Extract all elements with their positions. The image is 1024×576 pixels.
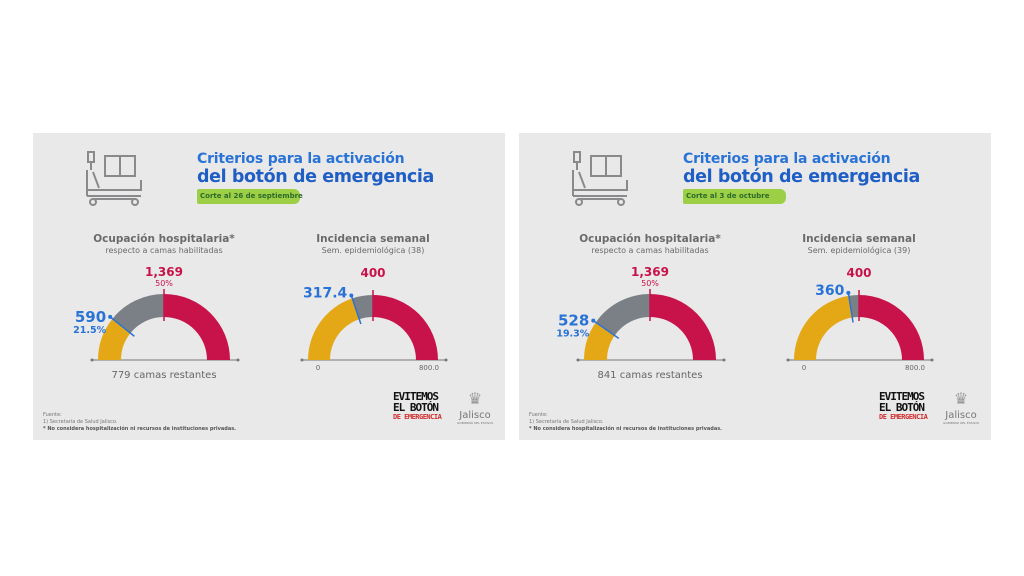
threshold-label: 1,369: [631, 265, 669, 279]
axis-max-label: 800.0: [905, 364, 925, 372]
axis-end-dot: [90, 358, 94, 362]
value-label: 360: [815, 283, 844, 299]
date-badge: Corte al 26 de septiembre: [197, 189, 303, 204]
axis-end-dot: [300, 358, 304, 362]
logo-sub: GOBIERNO DEL ESTADO: [942, 421, 980, 425]
infographic-panel: Criterios para la activación del botón d…: [33, 133, 505, 440]
title-line-1: Criterios para la activación: [683, 151, 891, 167]
axis-max-label: 800.0: [419, 364, 439, 372]
gauge-segment-above-threshold: [650, 294, 716, 360]
remaining-beds: 841 camas restantes: [597, 370, 703, 381]
axis-end-dot: [576, 358, 580, 362]
threshold-label: 1,369: [145, 265, 183, 279]
axis-end-dot: [930, 358, 934, 362]
value-label: 590: [75, 308, 106, 326]
logo-line: DE EMERGENCIA: [393, 413, 442, 421]
logo-name: Jalisco: [945, 410, 977, 421]
value-dot: [846, 290, 851, 295]
value-marker: [592, 320, 620, 339]
footnote: * No considera hospitalización ni recurs…: [43, 426, 237, 432]
evitemos-logo: EVITEMOS EL BOTÓN DE EMERGENCIA: [393, 391, 445, 421]
source-item: 1) Secretaría de Salud Jalisco.: [43, 419, 118, 425]
gauge-segment-to-threshold: [848, 295, 859, 318]
value-marker: [847, 292, 854, 323]
gauge-segment-current: [794, 295, 853, 360]
jalisco-logo: ♛ Jalisco GOBIERNO DEL ESTADO: [939, 389, 983, 425]
threshold-pct-label: 50%: [641, 279, 659, 288]
gauge-segment-above-threshold: [859, 295, 924, 360]
axis-end-dot: [444, 358, 448, 362]
value-dot: [108, 314, 113, 319]
hospital-bed-icon: [572, 151, 628, 206]
incidence-subtitle: Sem. epidemiológica (39): [807, 246, 911, 255]
occupancy-title: Ocupación hospitalaria*: [93, 233, 235, 245]
logo-line: DE EMERGENCIA: [879, 413, 928, 421]
value-marker: [350, 295, 362, 325]
value-dot: [591, 318, 596, 323]
gauge-segment-above-threshold: [373, 295, 438, 360]
infographic-panel: Criterios para la activación del botón d…: [519, 133, 991, 440]
axis-end-dot: [722, 358, 726, 362]
title-line-1: Criterios para la activación: [197, 151, 405, 167]
threshold-label: 400: [846, 266, 871, 280]
axis-min-label: 0: [316, 364, 320, 372]
threshold-pct-label: 50%: [155, 279, 173, 288]
logo-line: EVITEMOS: [393, 390, 439, 403]
logo-line: EVITEMOS: [879, 390, 925, 403]
axis-end-dot: [786, 358, 790, 362]
crest-icon: ♛: [467, 389, 483, 408]
value-pct-label: 21.5%: [73, 325, 106, 336]
gauge-segment-to-threshold: [595, 294, 650, 336]
hospital-bed-icon: [86, 151, 142, 206]
gauge-segment-current: [98, 318, 131, 360]
value-marker: [109, 316, 135, 337]
source-label: Fuente:: [529, 412, 548, 418]
logo-sub: GOBIERNO DEL ESTADO: [456, 421, 494, 425]
occupancy-subtitle: respecto a camas habilitadas: [105, 246, 223, 255]
logo-line: EL BOTÓN: [393, 401, 439, 414]
gauge-segment-to-threshold: [112, 294, 164, 334]
value-dot: [349, 293, 354, 298]
incidence-subtitle: Sem. epidemiológica (38): [321, 246, 425, 255]
value-label: 317.4: [303, 286, 348, 302]
incidence-title: Incidencia semanal: [802, 233, 916, 245]
remaining-beds: 779 camas restantes: [111, 370, 217, 381]
logo-line: EL BOTÓN: [879, 401, 925, 414]
incidence-title: Incidencia semanal: [316, 233, 430, 245]
value-label: 528: [558, 312, 589, 330]
date-badge: Corte al 3 de octubre: [683, 189, 786, 204]
source-item: 1) Secretaría de Salud Jalisco.: [529, 419, 604, 425]
gauge-segment-current: [308, 298, 360, 360]
threshold-label: 400: [360, 266, 385, 280]
axis-min-label: 0: [802, 364, 806, 372]
title-line-2: del botón de emergencia: [683, 167, 920, 187]
gauge-segment-current: [584, 322, 615, 360]
evitemos-logo: EVITEMOS EL BOTÓN DE EMERGENCIA: [879, 391, 931, 421]
footnote: * No considera hospitalización ni recurs…: [529, 426, 723, 432]
source-label: Fuente:: [43, 412, 62, 418]
title-line-2: del botón de emergencia: [197, 167, 434, 187]
logo-name: Jalisco: [459, 410, 491, 421]
occupancy-title: Ocupación hospitalaria*: [579, 233, 721, 245]
gauge-segment-above-threshold: [164, 294, 230, 360]
occupancy-subtitle: respecto a camas habilitadas: [591, 246, 709, 255]
jalisco-logo: ♛ Jalisco GOBIERNO DEL ESTADO: [453, 389, 497, 425]
axis-end-dot: [236, 358, 240, 362]
value-pct-label: 19.3%: [556, 329, 589, 340]
crest-icon: ♛: [953, 389, 969, 408]
